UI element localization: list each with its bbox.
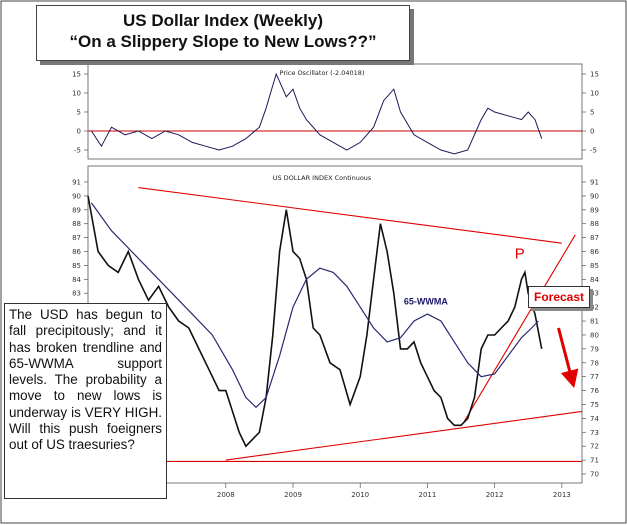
price-series-line (87, 195, 543, 448)
price-tick-label: 90 (590, 192, 599, 200)
price-tick-label: 91 (590, 179, 599, 187)
wwma-annotation: 65-WWMA (404, 296, 448, 306)
moving-average-line (90, 202, 539, 409)
osc-tick-label: 15 (590, 71, 599, 79)
price-x-ticks: 2008 2009 2010 2011 2012 2013 (217, 483, 571, 499)
oscillator-title: Price Oscillator (-2.04018) (280, 69, 365, 77)
osc-tick-label: -5 (590, 147, 597, 155)
osc-tick-label: 5 (590, 109, 594, 117)
forecast-label: Forecast (528, 286, 590, 308)
price-tick-label: 90 (72, 192, 81, 200)
price-tick-label: 85 (590, 262, 599, 270)
x-tick-label: 2008 (217, 491, 235, 499)
price-tick-label: 73 (590, 429, 599, 437)
price-tick-label: 76 (590, 387, 599, 395)
oscillator-y-ticks-left: 15 10 5 0 -5 (72, 71, 88, 155)
price-tick-label: 87 (72, 234, 81, 242)
price-tick-label: 86 (590, 248, 599, 256)
trendline-lower-ascending (225, 410, 583, 461)
oscillator-line (90, 72, 543, 155)
price-tick-label: 79 (590, 345, 599, 353)
forecast-arrow (557, 327, 579, 389)
price-tick-label: 91 (72, 179, 81, 187)
price-tick-label: 88 (72, 220, 81, 228)
price-tick-label: 85 (72, 262, 81, 270)
trendline-steep-uptrend (463, 234, 576, 422)
price-tick-label: 80 (590, 331, 599, 339)
price-tick-label: 84 (590, 276, 599, 284)
price-title: US DOLLAR INDEX Continuous (273, 174, 372, 182)
price-tick-label: 89 (72, 206, 81, 214)
x-tick-label: 2010 (351, 491, 369, 499)
osc-tick-label: 0 (590, 128, 594, 136)
price-tick-label: 75 (590, 401, 599, 409)
price-tick-label: 81 (590, 318, 599, 326)
price-tick-label: 89 (590, 206, 599, 214)
x-tick-label: 2009 (284, 491, 302, 499)
price-tick-label: 83 (590, 290, 599, 298)
oscillator-panel-border (87, 63, 583, 160)
osc-tick-label: 10 (72, 90, 81, 98)
price-panel: US DOLLAR INDEX Continuous 91 90 89 88 87 86 8… (72, 165, 599, 499)
x-tick-label: 2011 (419, 491, 437, 499)
commentary-note: The USD has begun to fall precipitously;… (4, 303, 167, 499)
price-tick-label: 83 (72, 290, 81, 298)
oscillator-y-ticks-right: 15 10 5 0 -5 (582, 71, 599, 155)
chart-subtitle: “On a Slippery Slope to New Lows??” (69, 32, 377, 51)
price-y-ticks-right: 91 90 89 88 87 86 85 84 83 82 81 80 79 78 77 76 75 74 73 72… (582, 179, 599, 479)
trendline-upper-descending (138, 187, 562, 244)
osc-tick-label: -5 (74, 147, 81, 155)
price-tick-label: 71 (590, 457, 599, 465)
price-tick-label: 87 (590, 234, 599, 242)
price-tick-label: 88 (590, 220, 599, 228)
x-tick-label: 2013 (553, 491, 571, 499)
osc-tick-label: 5 (77, 109, 81, 117)
price-tick-label: 82 (590, 304, 599, 312)
price-tick-label: 74 (590, 415, 599, 423)
chart-title: US Dollar Index (Weekly) (123, 11, 323, 30)
price-tick-label: 77 (590, 373, 599, 381)
trendlines (91, 187, 583, 463)
price-tick-label: 78 (590, 359, 599, 367)
chart-title-box: US Dollar Index (Weekly) “On a Slippery … (36, 5, 410, 61)
osc-tick-label: 15 (72, 71, 81, 79)
price-tick-label: 84 (72, 276, 81, 284)
osc-tick-label: 0 (77, 128, 81, 136)
price-tick-label: 86 (72, 248, 81, 256)
price-tick-label: 70 (590, 471, 599, 479)
p-annotation: P (515, 245, 525, 262)
x-tick-label: 2012 (486, 491, 504, 499)
price-tick-label: 72 (590, 443, 599, 451)
osc-tick-label: 10 (590, 90, 599, 98)
